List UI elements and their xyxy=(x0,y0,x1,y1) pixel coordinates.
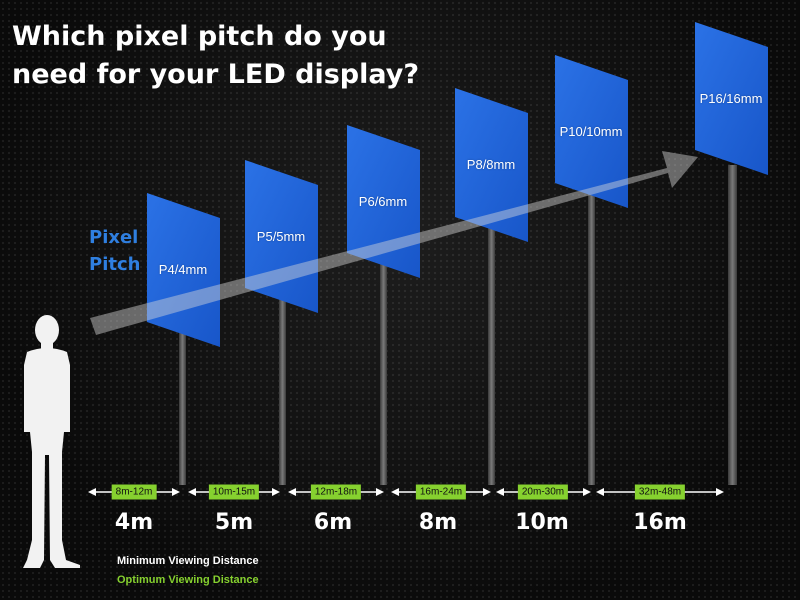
optimum-range-badge: 16m-24m xyxy=(415,484,467,500)
range-arrows-group xyxy=(88,488,724,496)
minimum-distance-label: 16m xyxy=(633,510,687,535)
minimum-distance-label: 4m xyxy=(114,510,154,535)
poles-group xyxy=(179,165,737,485)
optimum-range-badge: 8m-12m xyxy=(111,484,157,500)
pixel-pitch-label-line-2: Pitch xyxy=(89,254,141,275)
led-panel xyxy=(245,160,318,313)
pole xyxy=(728,165,737,485)
panel-label-p8: P8/8mm xyxy=(466,157,516,172)
minimum-distance-label: 8m xyxy=(418,510,458,535)
minimum-distance-label: 6m xyxy=(313,510,353,535)
pixel-pitch-label-line-1: Pixel xyxy=(89,227,139,248)
panel-label-p4: P4/4mm xyxy=(158,262,208,277)
panel-label-p6: P6/6mm xyxy=(358,194,408,209)
minimum-distance-label: 10m xyxy=(515,510,569,535)
panel-label-p16: P16/16mm xyxy=(699,91,763,106)
led-panel xyxy=(555,55,628,208)
pole xyxy=(588,190,595,485)
panel-label-p5: P5/5mm xyxy=(256,229,306,244)
title-line-2: need for your LED display? xyxy=(12,59,420,90)
panel-label-p10: P10/10mm xyxy=(559,124,623,139)
minimum-distance-label: 5m xyxy=(214,510,254,535)
optimum-range-badge: 20m-30m xyxy=(517,484,569,500)
led-panel xyxy=(455,88,528,242)
optimum-range-badge: 32m-48m xyxy=(634,484,686,500)
pole xyxy=(179,320,186,485)
pole xyxy=(279,290,286,485)
led-panel xyxy=(695,22,768,175)
trend-arrow-icon xyxy=(90,151,698,335)
optimum-range-badge: 10m-15m xyxy=(208,484,260,500)
led-panel xyxy=(147,193,220,347)
panels-group xyxy=(147,22,768,347)
title-line-1: Which pixel pitch do you xyxy=(12,21,387,52)
pole xyxy=(380,260,387,485)
led-panel xyxy=(347,125,420,278)
legend-optimum: Optimum Viewing Distance xyxy=(117,574,259,586)
pole xyxy=(488,225,495,485)
optimum-range-badge: 12m-18m xyxy=(310,484,362,500)
person-silhouette-icon xyxy=(23,315,80,568)
legend-minimum: Minimum Viewing Distance xyxy=(117,555,259,567)
